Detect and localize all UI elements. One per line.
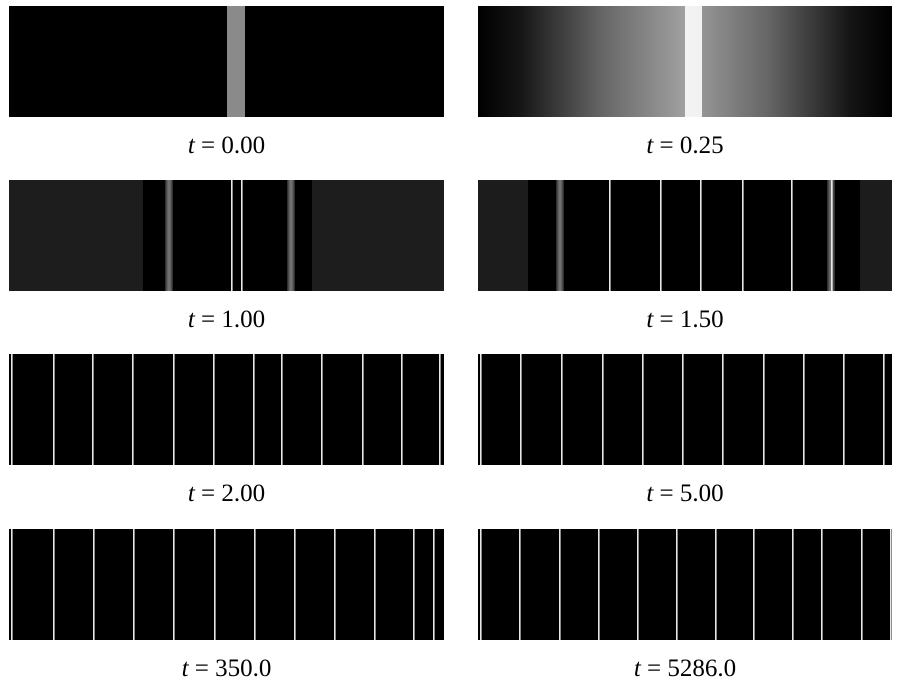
- front-line: [439, 354, 441, 465]
- front-line: [609, 180, 611, 291]
- front-line: [294, 529, 296, 640]
- front-line: [433, 529, 435, 640]
- panel: [478, 354, 892, 465]
- front-line: [676, 529, 678, 640]
- diffuse-front: [289, 180, 293, 291]
- front-line: [374, 529, 376, 640]
- stripe: [528, 180, 860, 291]
- front-line: [214, 529, 216, 640]
- front-line: [561, 354, 563, 465]
- panel: [9, 180, 444, 291]
- caption: t = 5.00: [646, 480, 723, 507]
- panel: [478, 6, 892, 117]
- caption: t = 1.50: [646, 306, 723, 333]
- caption: t = 1.00: [188, 306, 265, 333]
- front-line: [334, 529, 336, 640]
- caption: t = 350.0: [182, 655, 272, 680]
- front-line: [722, 354, 724, 465]
- front-line: [11, 529, 13, 640]
- panel-image: [478, 529, 892, 640]
- front-line: [253, 354, 255, 465]
- front-line: [598, 529, 600, 640]
- front-line: [821, 529, 823, 640]
- front-line: [413, 529, 415, 640]
- front-line: [53, 529, 55, 640]
- front-line: [803, 354, 805, 465]
- caption: t = 5286.0: [634, 655, 736, 680]
- front-line: [883, 354, 885, 465]
- front-line: [700, 180, 702, 291]
- stripe: [685, 6, 702, 117]
- front-line: [791, 180, 793, 291]
- front-line: [133, 529, 135, 640]
- front-line: [861, 529, 863, 640]
- front-line: [213, 354, 215, 465]
- caption: t = 2.00: [188, 480, 265, 507]
- front-line: [763, 354, 765, 465]
- front-line: [519, 529, 521, 640]
- panel: [478, 529, 892, 640]
- front-line: [559, 529, 561, 640]
- front-line: [401, 354, 403, 465]
- front-line: [231, 180, 233, 291]
- front-line: [132, 354, 134, 465]
- front-line: [92, 354, 94, 465]
- front-line: [321, 354, 323, 465]
- front-line: [792, 529, 794, 640]
- front-line: [11, 354, 13, 465]
- front-line: [843, 354, 845, 465]
- front-line: [637, 529, 639, 640]
- panel-image: [9, 354, 444, 465]
- stripe: [227, 6, 245, 117]
- panel-image: [9, 6, 444, 117]
- front-line: [173, 529, 175, 640]
- front-line: [642, 354, 644, 465]
- front-line: [362, 354, 364, 465]
- front-line: [480, 529, 482, 640]
- front-line: [742, 180, 744, 291]
- front-line: [53, 354, 55, 465]
- front-line: [520, 354, 522, 465]
- front-line: [831, 180, 833, 291]
- panel-image: [9, 529, 444, 640]
- panel: [9, 6, 444, 117]
- panel-image: [478, 354, 892, 465]
- caption: t = 0.00: [188, 132, 265, 159]
- front-line: [682, 354, 684, 465]
- front-line: [660, 180, 662, 291]
- front-line: [173, 354, 175, 465]
- front-line: [93, 529, 95, 640]
- diffuse-front: [167, 180, 171, 291]
- front-line: [241, 180, 243, 291]
- front-line: [281, 354, 283, 465]
- front-line: [254, 529, 256, 640]
- panel: [478, 180, 892, 291]
- front-line: [890, 529, 892, 640]
- panel: [9, 529, 444, 640]
- caption: t = 0.25: [646, 132, 723, 159]
- front-line: [602, 354, 604, 465]
- panel: [9, 354, 444, 465]
- front-line: [480, 354, 482, 465]
- front-line: [753, 529, 755, 640]
- figure: t = 0.00 t = 0.25 t = 1.00 t = 1.50 t = 2.00…: [0, 0, 901, 680]
- diffuse-front: [558, 180, 562, 291]
- front-line: [715, 529, 717, 640]
